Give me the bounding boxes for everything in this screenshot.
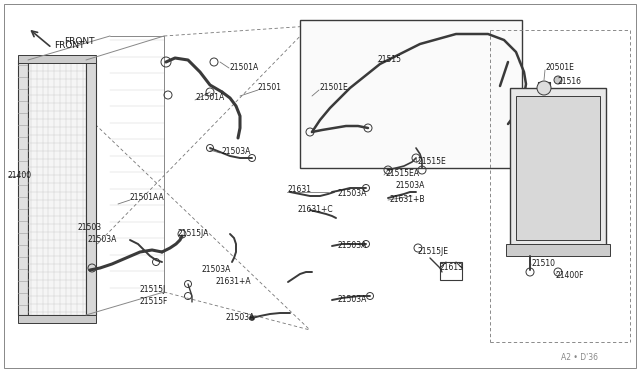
Text: 21503A: 21503A: [338, 189, 367, 199]
Bar: [86, 60, 96, 315]
Text: 21501A: 21501A: [196, 93, 225, 103]
Text: 21503: 21503: [78, 224, 102, 232]
Text: 21631+B: 21631+B: [390, 196, 426, 205]
Text: FRONT: FRONT: [64, 38, 95, 46]
Text: 21515E: 21515E: [418, 157, 447, 167]
Bar: [440, 262, 462, 280]
Bar: [18, 55, 96, 63]
Bar: [18, 315, 96, 323]
Bar: [18, 60, 28, 315]
Text: 21515F: 21515F: [140, 298, 168, 307]
Bar: [516, 96, 600, 240]
Text: 21400: 21400: [8, 171, 32, 180]
Bar: [506, 244, 610, 256]
Text: 21516: 21516: [558, 77, 582, 87]
Text: 21515JA: 21515JA: [178, 230, 209, 238]
Text: 20501E: 20501E: [546, 64, 575, 73]
Text: 21503A: 21503A: [338, 241, 367, 250]
Text: 21501E: 21501E: [320, 83, 349, 93]
Text: 21503A: 21503A: [88, 235, 117, 244]
Text: 21503A: 21503A: [338, 295, 367, 305]
Text: 21631+C: 21631+C: [298, 205, 333, 215]
Bar: [510, 88, 606, 248]
Text: 21503A: 21503A: [225, 314, 254, 323]
Circle shape: [250, 315, 255, 321]
Text: 21501A: 21501A: [230, 64, 259, 73]
Text: 21613: 21613: [440, 263, 464, 273]
Text: 21501AA: 21501AA: [130, 193, 164, 202]
Circle shape: [537, 81, 551, 95]
Text: 21400F: 21400F: [556, 272, 584, 280]
Circle shape: [554, 76, 562, 84]
Text: 21515JE: 21515JE: [418, 247, 449, 257]
Text: FRONT: FRONT: [54, 42, 84, 51]
Text: 21501: 21501: [258, 83, 282, 93]
Text: 21515J: 21515J: [140, 285, 166, 295]
Text: 21515: 21515: [378, 55, 402, 64]
Text: 21503A: 21503A: [222, 148, 252, 157]
Text: 21515EA: 21515EA: [385, 170, 419, 179]
Bar: [300, 20, 522, 168]
Text: 21631+A: 21631+A: [215, 278, 251, 286]
Text: A2 • D'36: A2 • D'36: [561, 353, 598, 362]
Text: 21503A: 21503A: [202, 266, 232, 275]
Text: 21510: 21510: [532, 260, 556, 269]
Text: 21631: 21631: [288, 186, 312, 195]
Bar: [28, 60, 86, 315]
Text: 21503A: 21503A: [395, 182, 424, 190]
